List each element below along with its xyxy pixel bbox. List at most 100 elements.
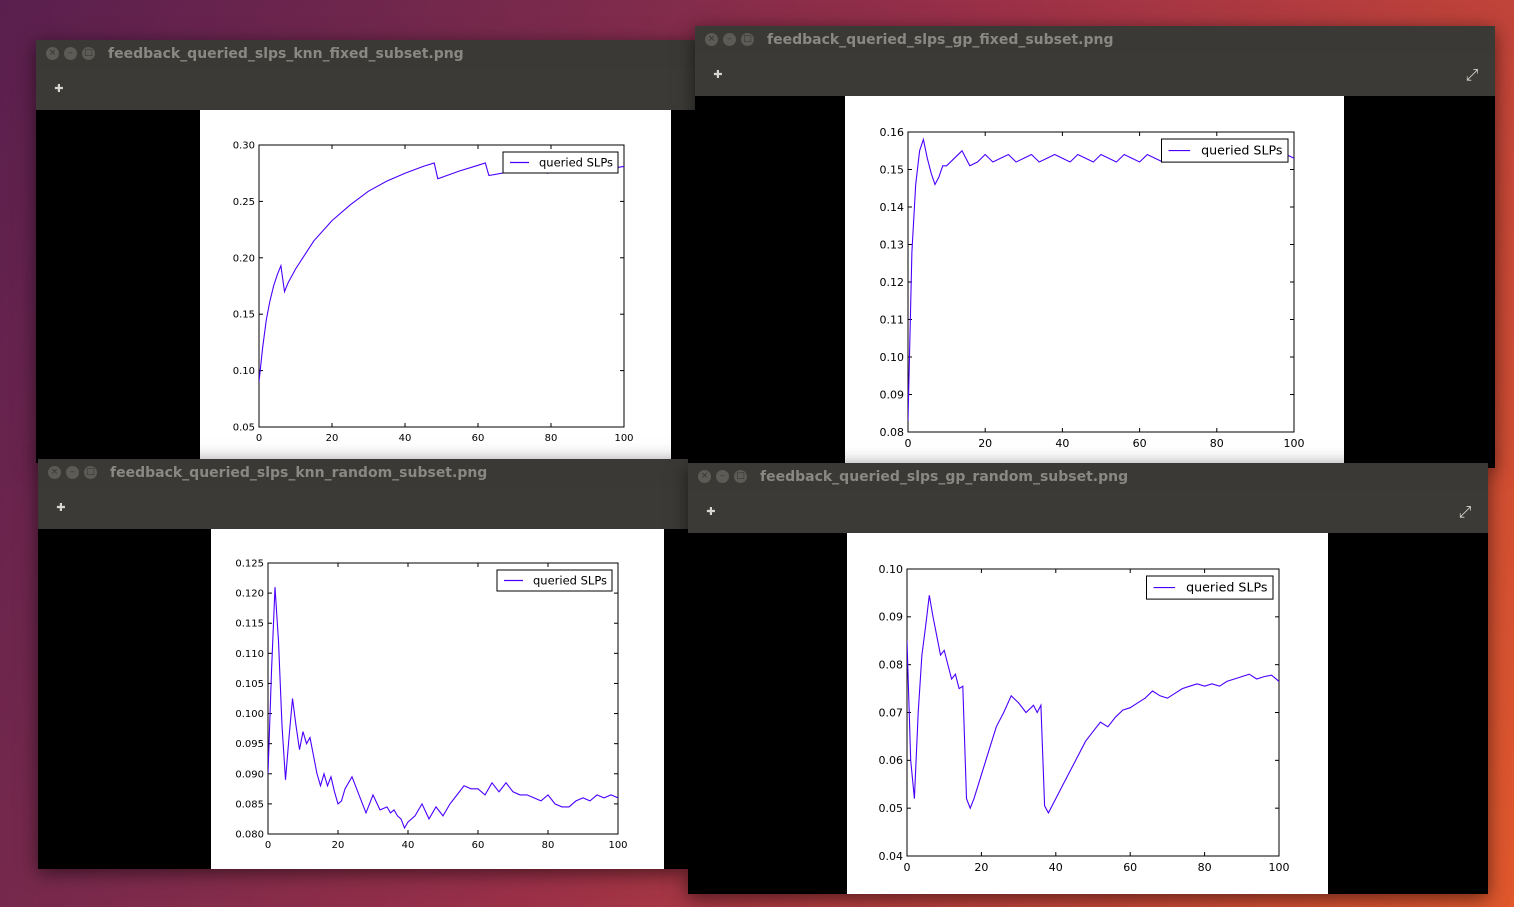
series-line-queried-slps xyxy=(907,595,1279,815)
legend-box xyxy=(1161,138,1289,163)
x-tick-label: 20 xyxy=(326,433,339,444)
legend: queried SLPs xyxy=(496,569,613,592)
legend-label: queried SLPs xyxy=(1201,143,1282,158)
plot-image: 0 20 40 60 80 100 0.080 0.085 0.090 0.095 0.100 0.1… xyxy=(211,529,664,869)
x-tick-label: 80 xyxy=(1210,437,1224,450)
window-title: feedback_queried_slps_gp_fixed_subset.pn… xyxy=(767,32,1114,48)
image-viewer-window-knn-fixed[interactable]: × – □ feedback_queried_slps_knn_fixed_su… xyxy=(36,40,695,463)
legend: queried SLPs xyxy=(1146,575,1274,600)
y-tick-label: 0.04 xyxy=(879,850,904,863)
image-viewport: 0 20 40 60 80 100 0.04 0.05 0.06 0.07 0.08 0.09 0.10… xyxy=(688,533,1488,894)
image-viewport: 0 20 40 60 80 100 0.080 0.085 0.090 0.095 0.100 0.1… xyxy=(38,529,688,869)
y-tick-label: 0.100 xyxy=(235,709,264,720)
series-line-queried-slps xyxy=(268,587,618,830)
x-tick-label: 60 xyxy=(1133,437,1147,450)
line-chart: 0 20 40 60 80 100 0.08 0.09 0.10 0.11 0.12 0.13 0.14… xyxy=(880,126,1305,450)
y-tick-label: 0.10 xyxy=(879,563,904,576)
window-titlebar[interactable]: × – □ feedback_queried_slps_gp_random_su… xyxy=(688,463,1488,491)
image-viewport: 0 20 40 60 80 100 0.05 0.10 0.15 0.20 0.25 0.30 quer… xyxy=(36,110,695,463)
y-tick-label: 0.085 xyxy=(235,799,264,810)
y-tick-label: 0.09 xyxy=(880,388,905,401)
x-tick-label: 80 xyxy=(542,840,555,851)
x-tick-label: 40 xyxy=(402,840,415,851)
plot-frame xyxy=(906,568,1280,857)
plot-frame xyxy=(267,562,619,835)
fullscreen-icon[interactable]: ⤢ xyxy=(1458,502,1472,521)
plot-image: 0 20 40 60 80 100 0.04 0.05 0.06 0.07 0.08 0.09 0.10… xyxy=(847,533,1328,894)
minimize-window-button[interactable]: – xyxy=(716,470,729,483)
x-tick-label: 20 xyxy=(978,437,992,450)
x-tick-label: 40 xyxy=(399,433,412,444)
image-viewer-window-knn-random[interactable]: × – □ feedback_queried_slps_knn_random_s… xyxy=(38,459,688,869)
y-tick-label: 0.30 xyxy=(233,141,255,152)
close-window-button[interactable]: × xyxy=(46,47,59,60)
y-tick-label: 0.08 xyxy=(879,659,904,672)
window-titlebar[interactable]: × – □ feedback_queried_slps_knn_random_s… xyxy=(38,459,688,487)
y-tick-label: 0.07 xyxy=(879,706,904,719)
legend-box xyxy=(502,151,619,174)
y-tick-label: 0.120 xyxy=(235,589,264,600)
window-title: feedback_queried_slps_gp_random_subset.p… xyxy=(760,469,1129,485)
y-tick-label: 0.20 xyxy=(233,253,255,264)
close-window-button[interactable]: × xyxy=(698,470,711,483)
legend-box xyxy=(496,569,613,592)
window-titlebar[interactable]: × – □ feedback_queried_slps_knn_fixed_su… xyxy=(36,40,695,68)
legend-label: queried SLPs xyxy=(539,155,613,169)
maximize-window-button[interactable]: □ xyxy=(734,470,747,483)
line-chart: 0 20 40 60 80 100 0.05 0.10 0.15 0.20 0.25 0.30 quer… xyxy=(233,141,634,445)
window-toolbar: ✚ xyxy=(38,487,688,530)
x-tick-label: 100 xyxy=(1284,437,1305,450)
x-tick-label: 40 xyxy=(1055,437,1069,450)
fullscreen-icon[interactable]: ⤢ xyxy=(1465,65,1479,84)
minimize-window-button[interactable]: – xyxy=(64,47,77,60)
x-tick-label: 0 xyxy=(904,861,911,874)
window-toolbar: ✚ ⤢ xyxy=(688,491,1488,534)
close-window-button[interactable]: × xyxy=(48,466,61,479)
x-tick-label: 80 xyxy=(545,433,558,444)
y-tick-label: 0.115 xyxy=(235,619,264,630)
y-tick-label: 0.110 xyxy=(235,649,264,660)
minimize-window-button[interactable]: – xyxy=(723,33,736,46)
y-tick-label: 0.12 xyxy=(880,276,905,289)
x-tick-label: 100 xyxy=(1269,861,1290,874)
maximize-window-button[interactable]: □ xyxy=(82,47,95,60)
y-tick-label: 0.08 xyxy=(880,426,905,439)
close-window-button[interactable]: × xyxy=(705,33,718,46)
x-tick-label: 100 xyxy=(608,840,627,851)
add-icon[interactable]: ✚ xyxy=(54,82,64,95)
x-tick-label: 0 xyxy=(265,840,271,851)
add-icon[interactable]: ✚ xyxy=(706,505,716,518)
add-icon[interactable]: ✚ xyxy=(56,501,66,514)
y-tick-label: 0.090 xyxy=(235,769,264,780)
line-chart: 0 20 40 60 80 100 0.080 0.085 0.090 0.095 0.100 0.1… xyxy=(235,559,627,852)
plot-image: 0 20 40 60 80 100 0.05 0.10 0.15 0.20 0.25 0.30 quer… xyxy=(200,110,671,463)
y-tick-label: 0.10 xyxy=(880,351,905,364)
legend: queried SLPs xyxy=(502,151,619,174)
window-title: feedback_queried_slps_knn_fixed_subset.p… xyxy=(108,46,464,62)
maximize-window-button[interactable]: □ xyxy=(741,33,754,46)
image-viewer-window-gp-fixed[interactable]: × – □ feedback_queried_slps_gp_fixed_sub… xyxy=(695,26,1495,468)
legend: queried SLPs xyxy=(1161,138,1289,163)
y-tick-label: 0.15 xyxy=(233,310,255,321)
maximize-window-button[interactable]: □ xyxy=(84,466,97,479)
image-viewport: 0 20 40 60 80 100 0.08 0.09 0.10 0.11 0.12 0.13 0.14… xyxy=(695,96,1495,468)
window-toolbar: ✚ xyxy=(36,68,695,111)
y-tick-label: 0.095 xyxy=(235,739,264,750)
x-tick-label: 40 xyxy=(1049,861,1063,874)
x-tick-label: 60 xyxy=(472,840,485,851)
legend-label: queried SLPs xyxy=(533,573,607,587)
legend-box xyxy=(1146,575,1274,600)
y-tick-label: 0.09 xyxy=(879,611,904,624)
window-title: feedback_queried_slps_knn_random_subset.… xyxy=(110,465,488,481)
y-tick-label: 0.10 xyxy=(233,366,255,377)
x-tick-label: 20 xyxy=(332,840,345,851)
window-titlebar[interactable]: × – □ feedback_queried_slps_gp_fixed_sub… xyxy=(695,26,1495,54)
y-tick-label: 0.05 xyxy=(233,423,255,434)
y-tick-label: 0.06 xyxy=(879,754,904,767)
y-tick-label: 0.16 xyxy=(880,126,905,139)
image-viewer-window-gp-random[interactable]: × – □ feedback_queried_slps_gp_random_su… xyxy=(688,463,1488,894)
minimize-window-button[interactable]: – xyxy=(66,466,79,479)
add-icon[interactable]: ✚ xyxy=(713,68,723,81)
x-tick-label: 60 xyxy=(472,433,485,444)
y-tick-label: 0.25 xyxy=(233,197,255,208)
